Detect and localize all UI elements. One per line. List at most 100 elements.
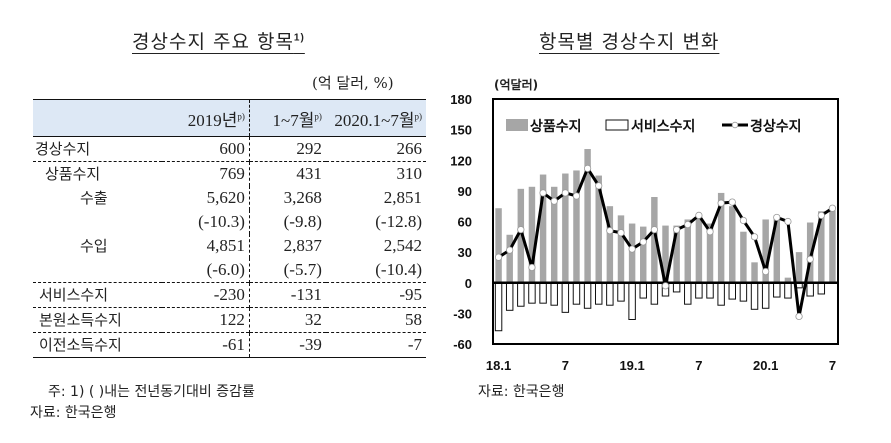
row-value: 292 — [296, 139, 322, 158]
goods-bar — [584, 149, 591, 283]
row-value: 5,620 — [162, 186, 250, 210]
row-value: (-10.3) — [162, 210, 250, 234]
table-row: 상품수지 769 431 310 — [33, 161, 426, 186]
current-account-marker — [684, 220, 692, 229]
y-tick-label: 180 — [450, 92, 472, 107]
current-account-marker — [606, 227, 614, 235]
goods-bar — [528, 186, 536, 283]
services-bar — [639, 282, 647, 299]
services-bar — [606, 282, 614, 306]
chart-source: 자료: 한국은행 — [478, 384, 565, 400]
table-source: 자료: 한국은행 — [30, 405, 117, 421]
current-account-marker — [583, 164, 592, 173]
table-row: 본원소득수지 122 32 58 — [33, 307, 426, 333]
goods-bar — [517, 188, 525, 283]
current-account-marker — [828, 204, 837, 212]
current-account-marker — [517, 226, 525, 234]
current-account-marker — [561, 189, 569, 197]
row-value: -95 — [325, 282, 426, 308]
goods-bar — [617, 215, 625, 283]
table-row: 수입 4,851 2,837 2,542 — [33, 234, 426, 258]
chart-y-unit: (억달러) — [494, 78, 539, 92]
x-tick-label: 7 — [829, 358, 836, 373]
table-row: 경상수지 600 292 266 — [33, 136, 426, 162]
current-account-line — [497, 166, 834, 318]
row-label: 본원소득수지 — [33, 307, 163, 333]
services-bar — [672, 282, 681, 293]
goods-bar — [495, 208, 502, 283]
table-row: 서비스수지 -230 -131 -95 — [33, 282, 426, 308]
services-bar — [739, 282, 748, 302]
current-account-marker — [817, 211, 825, 219]
goods-bar — [784, 277, 792, 283]
header-blank — [33, 99, 163, 137]
goods-bar — [606, 206, 614, 283]
services-bar — [695, 282, 703, 299]
row-value: -61 — [162, 332, 250, 358]
row-label: 서비스수지 — [33, 282, 163, 308]
current-account-marker — [506, 246, 514, 254]
current-account-marker — [717, 199, 725, 207]
services-bar — [550, 282, 558, 306]
goods-bar — [573, 170, 580, 283]
services-bar — [728, 282, 737, 300]
services-bar — [773, 282, 781, 298]
current-account-marker — [795, 312, 803, 321]
row-value: -7 — [325, 332, 426, 358]
row-label — [33, 258, 162, 283]
row-value: 431 — [249, 161, 326, 186]
header-2020-jan-jul: 2020.1~7월p) — [325, 99, 426, 137]
current-account-table: 2019년p) 1~7월p) 2020.1~7월p) 경상수지 600 292 266… — [33, 99, 426, 358]
current-account-marker — [494, 253, 503, 261]
y-tick-label: 120 — [450, 153, 472, 168]
goods-bar — [684, 219, 691, 283]
services-bar — [717, 282, 725, 306]
goods-bar — [539, 174, 547, 283]
table-footnote: 주: 1) ( )내는 전년동기대비 증감률 — [48, 384, 255, 400]
services-bar — [494, 282, 503, 332]
row-value: -131 — [249, 282, 326, 308]
table-row: 이전소득수지 -61 -39 -7 — [33, 332, 426, 358]
goods-bar — [550, 186, 558, 283]
row-label: 이전소득수지 — [33, 332, 163, 358]
plot-frame — [492, 98, 839, 345]
services-bar — [572, 282, 581, 305]
row-value: 310 — [325, 161, 426, 186]
current-account-marker — [572, 192, 581, 200]
services-bar — [594, 282, 603, 305]
legend-services-swatch — [605, 119, 629, 131]
goods-bar — [818, 211, 825, 283]
row-value: 3,268 — [283, 188, 322, 207]
services-bar — [684, 282, 692, 305]
row-value: 600 — [162, 136, 250, 162]
current-account-marker — [528, 263, 536, 272]
legend-current-account-label: 경상수지 — [750, 118, 802, 134]
x-tick-label: 18.1 — [486, 358, 511, 373]
row-value: 2,837 — [283, 236, 322, 255]
services-bar — [817, 282, 826, 295]
legend-current-account-marker — [731, 121, 739, 129]
row-label: 수출 — [80, 189, 108, 207]
current-account-marker — [784, 217, 792, 226]
y-tick-label: 90 — [458, 184, 472, 199]
services-bar — [806, 282, 814, 297]
current-account-marker — [750, 233, 759, 241]
table-unit: (억 달러, %) — [312, 74, 394, 92]
goods-bar — [562, 173, 569, 283]
row-value: (-9.8) — [283, 212, 322, 231]
current-account-marker — [673, 226, 681, 234]
services-bar — [795, 282, 803, 289]
services-bar — [628, 282, 636, 320]
row-value: 4,851 — [162, 234, 250, 258]
x-tick-label: 7 — [695, 358, 702, 373]
row-value: (-5.7) — [283, 260, 322, 279]
row-value: 2,851 — [383, 188, 422, 207]
goods-bar — [673, 225, 680, 283]
services-bar — [539, 282, 547, 304]
row-value: -39 — [249, 332, 326, 358]
y-tick-label: 60 — [458, 215, 472, 230]
services-bar — [706, 282, 714, 299]
goods-bar — [706, 223, 714, 283]
services-bar — [784, 282, 792, 299]
row-value: 769 — [162, 161, 250, 186]
